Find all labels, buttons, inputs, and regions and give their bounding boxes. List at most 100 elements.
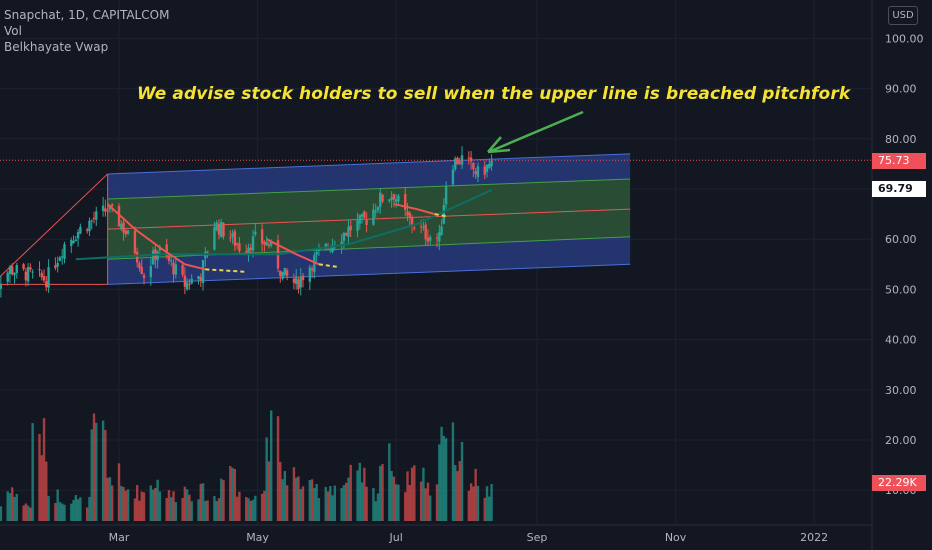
candle-body[interactable] — [394, 199, 398, 203]
candle-body[interactable] — [356, 220, 359, 231]
candle-body[interactable] — [235, 243, 239, 245]
candle-body[interactable] — [120, 223, 123, 230]
candle-body[interactable] — [104, 208, 107, 212]
candle-body[interactable] — [142, 274, 146, 278]
candle-body[interactable] — [61, 256, 64, 258]
candle-body[interactable] — [365, 220, 368, 225]
candle-body[interactable] — [406, 211, 409, 216]
candle-body[interactable] — [301, 275, 305, 281]
currency-badge[interactable]: USD — [888, 6, 918, 25]
belkhayate-segment[interactable] — [106, 203, 206, 271]
candle-body[interactable] — [263, 241, 266, 245]
candle-body[interactable] — [349, 225, 352, 231]
candle-body[interactable] — [92, 217, 96, 220]
candle-body[interactable] — [54, 265, 57, 268]
candle-body[interactable] — [331, 244, 334, 252]
candle-body[interactable] — [456, 157, 459, 165]
candle-body[interactable] — [344, 233, 348, 236]
candle-body[interactable] — [76, 232, 80, 239]
candle-body[interactable] — [429, 237, 432, 241]
candle-body[interactable] — [260, 229, 264, 244]
candle-body[interactable] — [404, 194, 407, 211]
symbol-line[interactable]: Snapchat, 1D, CAPITALCOM — [4, 8, 170, 22]
candle-body[interactable] — [458, 161, 461, 164]
candle-body[interactable] — [233, 231, 237, 246]
candle-body[interactable] — [390, 197, 393, 200]
candle-body[interactable] — [101, 205, 105, 211]
candle-body[interactable] — [135, 251, 139, 263]
candle-body[interactable] — [15, 265, 18, 274]
candle-body[interactable] — [297, 279, 300, 290]
candle-body[interactable] — [381, 194, 384, 202]
candle-body[interactable] — [199, 277, 202, 281]
candle-body[interactable] — [133, 230, 137, 254]
candle-body[interactable] — [151, 250, 155, 265]
candle-body[interactable] — [197, 275, 200, 279]
candle-body[interactable] — [185, 282, 189, 290]
candle-body[interactable] — [74, 239, 78, 242]
candle-body[interactable] — [45, 281, 48, 288]
candle-body[interactable] — [22, 264, 25, 269]
candle-body[interactable] — [308, 267, 312, 282]
candle-body[interactable] — [379, 192, 382, 207]
candle-body[interactable] — [6, 272, 9, 282]
candle-body[interactable] — [222, 223, 225, 237]
candle-body[interactable] — [165, 244, 168, 256]
candle-body[interactable] — [167, 255, 171, 261]
belkhayate-segment[interactable] — [266, 238, 320, 266]
candle-body[interactable] — [126, 230, 130, 234]
candle-body[interactable] — [342, 232, 346, 241]
candle-body[interactable] — [70, 240, 73, 246]
fork-upper-line[interactable] — [107, 153, 631, 175]
candle-body[interactable] — [279, 270, 282, 276]
candle-body[interactable] — [156, 251, 159, 261]
candle-body[interactable] — [413, 227, 416, 229]
candle-body[interactable] — [299, 276, 302, 288]
candle-body[interactable] — [106, 210, 109, 212]
candle-body[interactable] — [206, 251, 209, 253]
candle-body[interactable] — [174, 264, 177, 275]
candle-body[interactable] — [190, 278, 193, 284]
candle-body[interactable] — [438, 232, 441, 242]
candle-body[interactable] — [31, 271, 34, 273]
candle-body[interactable] — [329, 249, 332, 251]
candle-body[interactable] — [376, 207, 380, 211]
fork-median-line[interactable] — [107, 208, 631, 230]
candle-body[interactable] — [388, 199, 391, 201]
candle-body[interactable] — [38, 269, 41, 271]
candle-body[interactable] — [217, 223, 221, 235]
candle-body[interactable] — [283, 268, 287, 275]
annotation-arrow-head[interactable] — [487, 136, 511, 154]
candle-body[interactable] — [85, 229, 89, 231]
candle-body[interactable] — [90, 220, 93, 222]
candle-body[interactable] — [29, 267, 32, 270]
candle-body[interactable] — [24, 271, 28, 281]
belkhayate-segment[interactable] — [393, 203, 436, 216]
candle-body[interactable] — [229, 237, 232, 239]
candle-body[interactable] — [424, 224, 427, 240]
candle-body[interactable] — [26, 267, 30, 282]
fork-inner-upper-line[interactable] — [107, 178, 631, 200]
fork-inner-lower-line[interactable] — [107, 236, 631, 260]
candle-body[interactable] — [372, 209, 375, 225]
indicator-vol[interactable]: Vol — [4, 24, 22, 38]
candle-body[interactable] — [310, 268, 314, 271]
candle-body[interactable] — [392, 194, 396, 200]
candle-body[interactable] — [149, 266, 153, 278]
candle-body[interactable] — [47, 267, 50, 288]
candle-body[interactable] — [340, 241, 343, 246]
candle-body[interactable] — [483, 166, 486, 175]
candle-body[interactable] — [315, 252, 318, 255]
candle-body[interactable] — [358, 215, 362, 224]
candle-body[interactable] — [13, 272, 16, 276]
candle-body[interactable] — [451, 169, 455, 185]
candle-body[interactable] — [444, 186, 448, 205]
candle-body[interactable] — [347, 226, 350, 237]
candle-body[interactable] — [40, 272, 43, 278]
candle-body[interactable] — [294, 277, 298, 284]
candle-body[interactable] — [251, 236, 255, 251]
candle-body[interactable] — [408, 212, 411, 219]
candle-body[interactable] — [122, 222, 125, 233]
candle-body[interactable] — [454, 158, 457, 170]
